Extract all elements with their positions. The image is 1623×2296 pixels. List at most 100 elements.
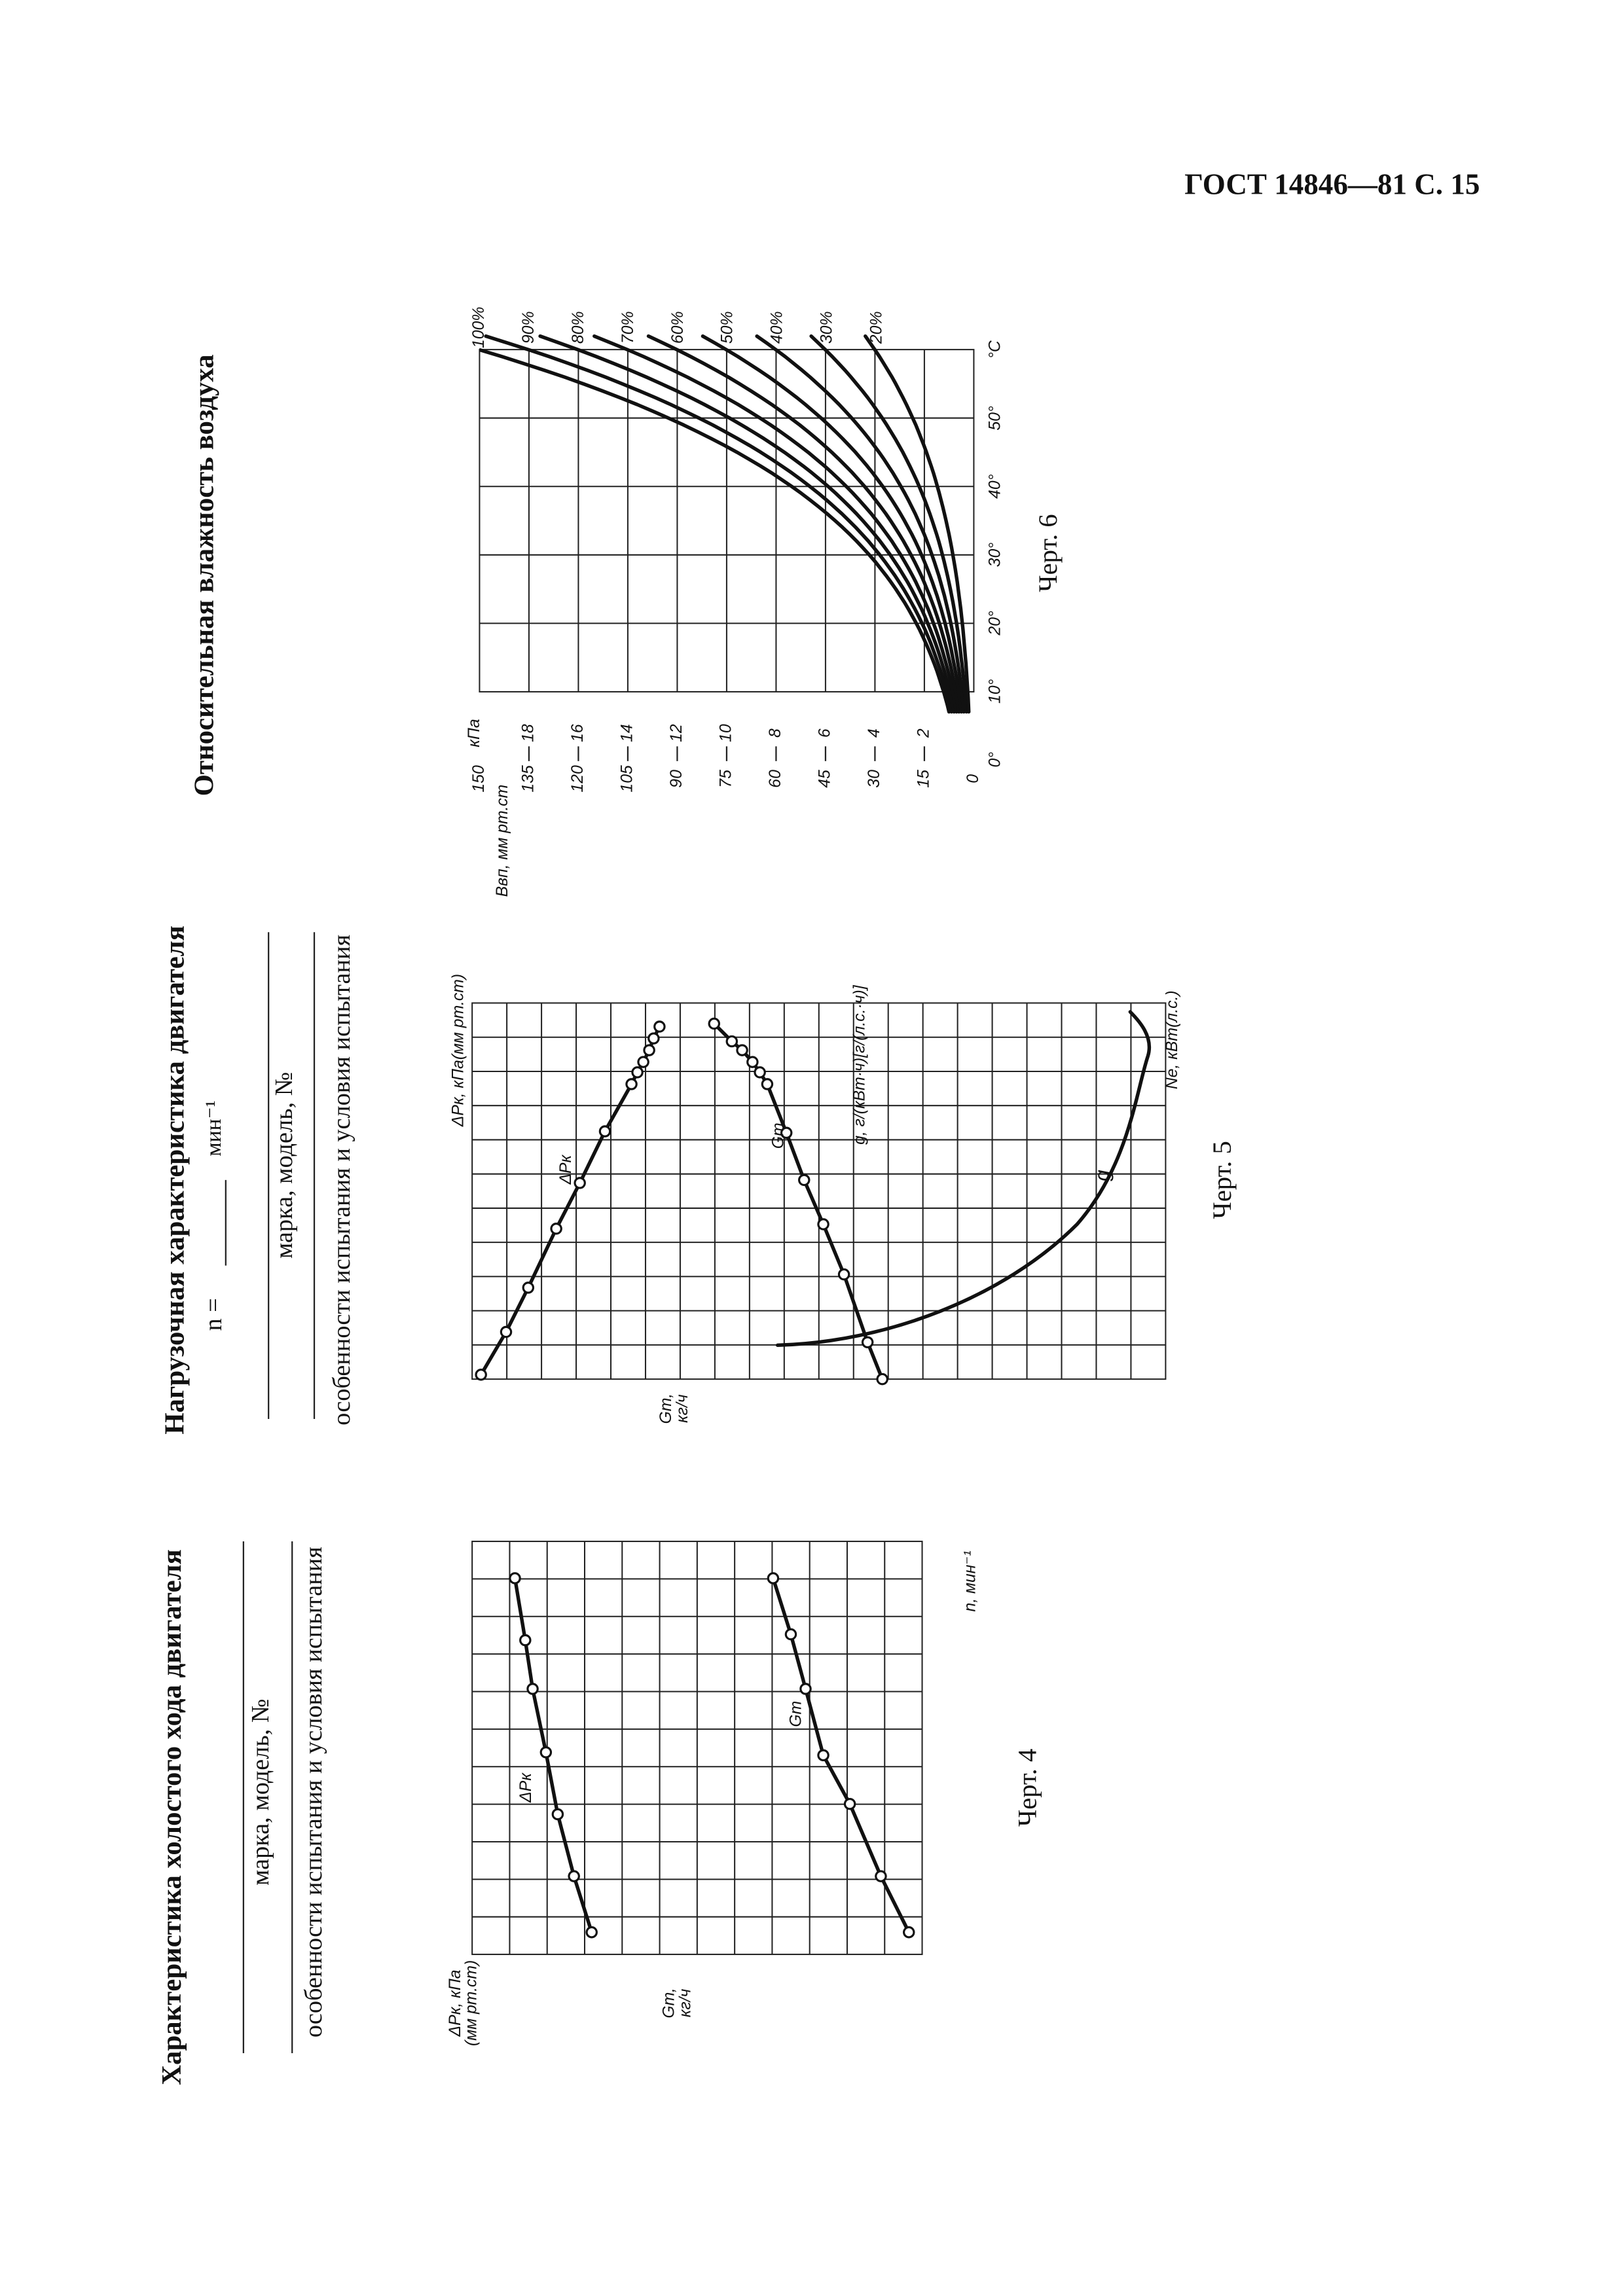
humidity-curve — [479, 348, 951, 714]
figure-6: Относительная влажность воздуха 150 135 120… — [189, 307, 1063, 897]
field-label: особенности испытания и условия испытани… — [328, 935, 356, 1426]
tick-label: 2 — [915, 728, 932, 738]
field-label: особенности испытания и условия испытани… — [300, 1547, 327, 2037]
measurement-point — [799, 1683, 812, 1695]
tick-label: 4 — [866, 728, 883, 738]
tick-label: 18 — [519, 724, 537, 742]
axis-label: g, г/(кВт·ч)[г/(л.с.·ч)] — [850, 984, 868, 1145]
measurement-point — [761, 1078, 774, 1090]
curve-label: 50% — [719, 312, 737, 344]
curve-label: g — [1090, 1170, 1114, 1181]
measurement-point — [475, 1369, 487, 1381]
tick-label: 8 — [767, 728, 784, 738]
curve-label: 90% — [520, 312, 538, 344]
measurement-point — [598, 1125, 611, 1138]
figure-caption: Черт. 6 — [1033, 514, 1063, 592]
curve-label: 40% — [769, 312, 786, 344]
measurement-point — [522, 1282, 535, 1294]
measurement-point — [509, 1572, 521, 1585]
humidity-curve — [864, 334, 971, 714]
figure-title: Характеристика холостого хода двигателя — [156, 1549, 187, 2085]
humidity-curve — [593, 334, 958, 714]
measurement-point — [861, 1336, 874, 1349]
tick-label: 15 — [915, 770, 932, 788]
humidity-curve — [646, 334, 961, 714]
figure-4: Характеристика холостого хода двигателя м… — [156, 1541, 1042, 2085]
measurement-point — [551, 1808, 564, 1821]
axis-unit: кПа — [465, 719, 483, 747]
measurement-point — [837, 1268, 850, 1281]
tick-label: 0 — [964, 774, 982, 783]
curve-label: ΔPк — [557, 1154, 575, 1185]
measurement-point — [526, 1683, 539, 1695]
tick-label: 12 — [668, 724, 685, 742]
tick-label: 135 — [519, 765, 537, 793]
humidity-curve — [809, 334, 968, 714]
measurement-point — [876, 1372, 888, 1386]
measurement-point — [647, 1032, 660, 1045]
curve-label: 60% — [669, 312, 687, 344]
tick-label: 45 — [816, 770, 833, 788]
measurement-point — [817, 1218, 830, 1230]
measurement-point — [653, 1020, 666, 1033]
tick-label: 30 — [866, 770, 883, 788]
tick-label: 30° — [987, 543, 1004, 567]
curves — [479, 334, 971, 714]
measurement-point — [746, 1056, 759, 1068]
tick-label: 10 — [717, 724, 735, 742]
figure-caption: Черт. 4 — [1012, 1749, 1042, 1827]
measurement-point — [500, 1325, 513, 1338]
axis-unit: °С — [987, 340, 1004, 359]
figure-5: Нагрузочная характеристика двигателя n = м… — [159, 925, 1237, 1435]
curve-label: 80% — [570, 312, 587, 344]
figure-title: Нагрузочная характеристика двигателя — [159, 925, 190, 1435]
tick-label: 14 — [618, 724, 636, 742]
measurement-point — [754, 1066, 766, 1079]
tick-label: 50° — [987, 406, 1004, 431]
tick-label: 60 — [767, 770, 784, 788]
axis-label: n, мин⁻¹ — [961, 1551, 979, 1611]
axis-label: ΔPк, кПа(мм рт.ст) — [449, 974, 467, 1127]
measurement-point — [637, 1056, 649, 1068]
curve-label: Gт — [788, 1701, 805, 1727]
tick-label: 120 — [569, 765, 587, 793]
curve-label: 70% — [619, 312, 637, 344]
tick-label: 150 — [470, 765, 488, 793]
measurement-point — [725, 1035, 739, 1048]
curve-label: Gт — [769, 1122, 787, 1149]
measurement-point — [631, 1066, 644, 1079]
field-label: марка, модель, № — [247, 1698, 274, 1885]
measurement-point — [574, 1177, 586, 1189]
measurement-point — [817, 1749, 830, 1762]
figure-caption: Черт. 5 — [1207, 1141, 1237, 1219]
measurement-point — [767, 1572, 780, 1585]
curve-label: 20% — [868, 312, 886, 345]
tick-label: 90 — [668, 770, 685, 788]
measurement-point — [843, 1797, 856, 1810]
speed-label: n = — [200, 1298, 227, 1331]
measurement-point — [736, 1044, 748, 1056]
curve-label: 30% — [818, 312, 836, 344]
axis-label: ΔPк, кПа — [447, 1969, 464, 2037]
tick-label: 105 — [618, 765, 636, 793]
humidity-curve — [538, 334, 956, 714]
humidity-curve — [484, 334, 954, 714]
measurement-point — [625, 1078, 638, 1090]
measurement-point — [708, 1017, 721, 1030]
tick-label: 10° — [987, 679, 1004, 704]
tick-label: 75 — [717, 770, 735, 788]
page-header: ГОСТ 14846—81 С. 15 — [1184, 168, 1480, 201]
measurement-point — [784, 1628, 797, 1641]
measurement-point — [643, 1044, 655, 1056]
curve-label: 100% — [470, 307, 488, 348]
measurement-point — [585, 1926, 598, 1939]
humidity-curve — [701, 334, 964, 714]
measurement-point — [797, 1174, 811, 1187]
axis-label: (мм рт.ст) — [463, 1960, 481, 2046]
humidity-curve — [755, 334, 966, 714]
measurement-point — [875, 1870, 887, 1882]
speed-label: мин⁻¹ — [202, 1100, 226, 1157]
measurement-point — [539, 1746, 553, 1759]
axis-label: Bвп, мм рт.ст — [494, 785, 511, 897]
